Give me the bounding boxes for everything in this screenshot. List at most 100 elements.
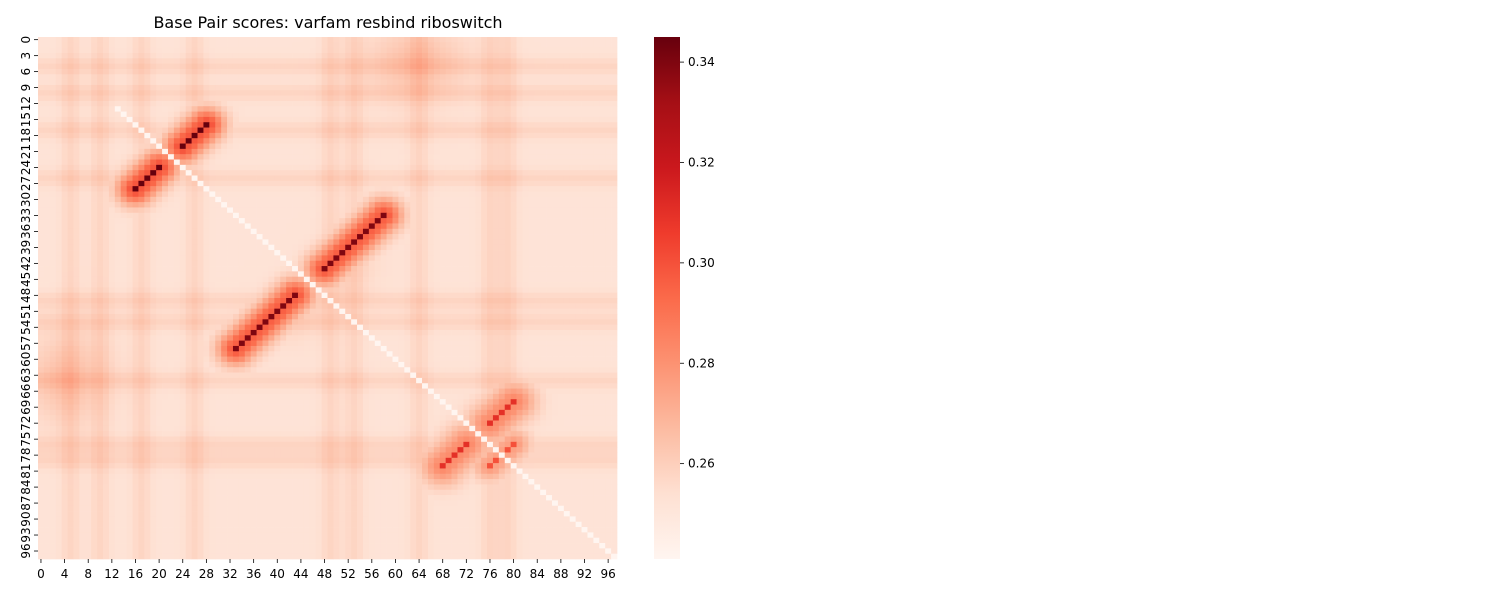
- heatmap-cell: [303, 298, 311, 304]
- heatmap-cell: [67, 287, 74, 294]
- heatmap-cell: [167, 63, 175, 70]
- heatmap-cell: [404, 223, 411, 230]
- heatmap-cell: [102, 292, 110, 299]
- heatmap-cell: [238, 266, 246, 272]
- heatmap-cell: [345, 90, 352, 96]
- heatmap-cell: [162, 122, 169, 128]
- heatmap-cell: [297, 74, 305, 80]
- heatmap-cell: [67, 239, 74, 246]
- heatmap-cell: [309, 52, 317, 59]
- heatmap-cell: [422, 298, 429, 304]
- heatmap-cell: [563, 68, 571, 75]
- heatmap-cell: [357, 223, 364, 230]
- heatmap-cell: [380, 100, 387, 107]
- heatmap-cell: [368, 58, 376, 64]
- heatmap-cell: [392, 58, 399, 64]
- heatmap-cell: [481, 159, 488, 166]
- heatmap-cell: [557, 68, 565, 75]
- heatmap-cell: [398, 164, 405, 171]
- heatmap-cell: [108, 52, 116, 59]
- heatmap-cell: [475, 260, 482, 267]
- heatmap-cell: [321, 260, 328, 267]
- heatmap-cell: [162, 234, 169, 240]
- heatmap-cell: [238, 106, 246, 112]
- heatmap-cell: [238, 79, 246, 86]
- heatmap-cell: [333, 292, 340, 299]
- heatmap-cell: [575, 234, 582, 240]
- heatmap-cell: [132, 212, 139, 219]
- heatmap-cell: [510, 298, 517, 304]
- heatmap-cell: [215, 132, 222, 139]
- heatmap-cell: [581, 212, 588, 219]
- heatmap-cell: [581, 292, 588, 299]
- heatmap-cell: [150, 42, 157, 49]
- heatmap-cell: [315, 148, 322, 155]
- heatmap-cell: [546, 68, 553, 75]
- heatmap-cell: [487, 68, 494, 75]
- heatmap-cell: [126, 154, 133, 160]
- heatmap-cell: [61, 180, 68, 187]
- heatmap-cell: [274, 47, 281, 54]
- heatmap-cell: [156, 42, 163, 49]
- heatmap-cell: [380, 58, 387, 64]
- heatmap-cell: [114, 202, 122, 208]
- heatmap-cell: [362, 68, 370, 75]
- heatmap-cell: [197, 159, 204, 166]
- heatmap-cell: [156, 234, 163, 240]
- heatmap-cell: [569, 63, 576, 70]
- heatmap-cell: [286, 127, 293, 134]
- heatmap-cell: [605, 148, 612, 155]
- heatmap-cell: [386, 127, 393, 134]
- heatmap-cell: [581, 116, 588, 123]
- heatmap-cell: [179, 287, 187, 294]
- heatmap-cell: [351, 42, 358, 49]
- heatmap-cell: [179, 175, 187, 182]
- heatmap-cell: [138, 196, 145, 203]
- heatmap-cell: [345, 298, 352, 304]
- heatmap-cell: [581, 164, 588, 171]
- heatmap-cell: [422, 287, 429, 294]
- heatmap-cell: [581, 143, 588, 150]
- heatmap-cell: [215, 68, 222, 75]
- heatmap-cell: [167, 186, 175, 192]
- heatmap-cell: [475, 90, 482, 96]
- heatmap-cell: [422, 111, 429, 118]
- heatmap-cell: [227, 180, 234, 187]
- heatmap-cell: [126, 260, 133, 267]
- heatmap-cell: [392, 132, 399, 139]
- heatmap-cell: [481, 175, 488, 182]
- heatmap-cell: [108, 180, 116, 187]
- heatmap-cell: [498, 84, 506, 91]
- heatmap-cell: [297, 186, 305, 192]
- heatmap-cell: [315, 303, 322, 310]
- heatmap-cell: [492, 100, 500, 107]
- heatmap-cell: [303, 132, 311, 139]
- heatmap-cell: [120, 68, 127, 75]
- heatmap-cell: [457, 164, 464, 171]
- heatmap-cell: [138, 191, 145, 198]
- heatmap-cell: [280, 42, 287, 49]
- heatmap-cell: [102, 234, 110, 240]
- heatmap-cell: [303, 79, 311, 86]
- heatmap-cell: [97, 143, 104, 150]
- heatmap-cell: [599, 138, 606, 144]
- heatmap-cell: [67, 95, 74, 102]
- heatmap-cell: [221, 175, 228, 182]
- heatmap-cell: [173, 164, 181, 171]
- heatmap-cell: [197, 223, 204, 230]
- heatmap-cell: [79, 207, 86, 214]
- heatmap-cell: [262, 42, 269, 49]
- heatmap-cell: [268, 276, 275, 283]
- heatmap-cell: [256, 79, 263, 86]
- heatmap-cell: [120, 250, 127, 256]
- heatmap-cell: [132, 186, 139, 192]
- heatmap-cell: [250, 292, 257, 299]
- heatmap-cell: [309, 111, 317, 118]
- heatmap-cell: [339, 58, 346, 64]
- heatmap-cell: [61, 63, 68, 70]
- heatmap-cell: [315, 63, 322, 70]
- heatmap-cell: [197, 143, 204, 150]
- heatmap-cell: [232, 250, 240, 256]
- heatmap-cell: [362, 42, 370, 49]
- heatmap-cell: [439, 292, 447, 299]
